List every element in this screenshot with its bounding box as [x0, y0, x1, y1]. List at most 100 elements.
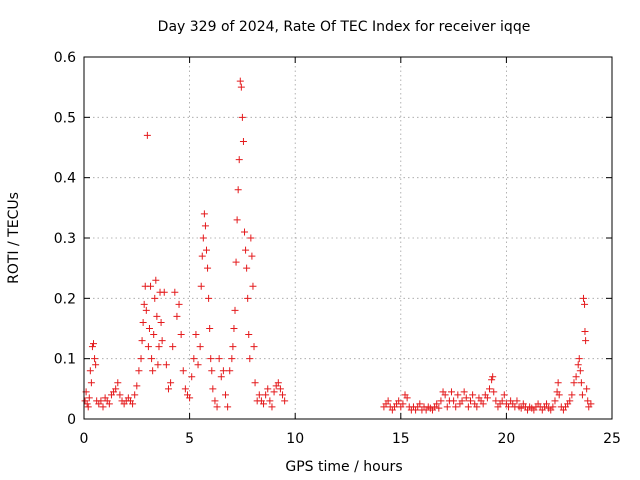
data-point — [245, 331, 253, 339]
data-point — [266, 397, 274, 405]
data-point — [228, 355, 236, 363]
data-point — [473, 403, 481, 411]
data-point — [587, 400, 595, 408]
data-point — [97, 397, 105, 405]
data-point — [276, 385, 284, 393]
data-point — [206, 325, 214, 332]
data-point — [169, 343, 177, 351]
y-axis-label: ROTI / TECUs — [6, 192, 22, 284]
data-point — [150, 331, 158, 339]
data-point — [85, 394, 93, 402]
data-point — [186, 394, 194, 402]
data-point — [194, 361, 202, 369]
data-point — [147, 282, 155, 290]
x-tick-label: 20 — [497, 431, 515, 447]
data-point — [543, 400, 551, 408]
data-point — [173, 312, 181, 320]
data-point — [181, 385, 189, 393]
data-point — [84, 403, 92, 411]
data-point — [247, 234, 255, 242]
data-point — [213, 403, 221, 411]
data-point — [581, 300, 589, 308]
data-point — [574, 361, 582, 369]
data-point — [177, 331, 185, 339]
y-tick-label: 0.4 — [54, 171, 76, 187]
data-point — [570, 379, 578, 387]
data-point — [513, 397, 521, 405]
chart-title: Day 329 of 2024, Rate Of TEC Index for r… — [158, 19, 531, 35]
data-point — [437, 397, 445, 405]
x-tick-label: 15 — [392, 431, 410, 447]
data-point — [486, 385, 494, 393]
data-point — [200, 210, 208, 218]
data-point — [131, 391, 139, 399]
data-point — [248, 252, 256, 260]
data-point — [112, 385, 120, 393]
data-point — [490, 388, 498, 396]
data-point — [157, 318, 165, 326]
data-point — [577, 379, 585, 387]
data-point — [483, 394, 491, 402]
data-point — [204, 264, 212, 272]
data-point — [578, 391, 586, 399]
data-point — [249, 282, 257, 290]
data-point — [517, 404, 525, 412]
data-point — [447, 388, 455, 396]
data-point — [583, 385, 591, 393]
data-point — [403, 394, 411, 402]
data-point — [209, 385, 217, 393]
data-point — [466, 397, 474, 405]
data-point — [262, 391, 270, 399]
data-point — [215, 355, 223, 363]
data-point — [260, 400, 268, 408]
data-point — [190, 355, 198, 363]
data-point — [268, 403, 276, 411]
data-point — [224, 403, 232, 411]
data-point — [83, 400, 91, 408]
data-point — [196, 343, 204, 351]
data-point — [458, 397, 466, 405]
data-point — [454, 391, 462, 399]
data-point — [435, 404, 443, 412]
data-point — [582, 337, 590, 345]
data-point — [232, 258, 240, 266]
data-point — [175, 300, 183, 308]
axis-ticks: 0 5 10 15 20 25 0 0.1 0.2 0.3 0.4 0.5 0.6 — [54, 50, 621, 447]
data-point — [554, 379, 562, 387]
data-point — [135, 367, 143, 375]
data-point — [498, 397, 506, 405]
data-point — [242, 246, 250, 254]
data-point — [133, 382, 141, 390]
data-point — [205, 294, 213, 302]
data-point — [505, 403, 513, 411]
data-point — [86, 367, 94, 375]
data-point — [151, 294, 159, 302]
data-point — [154, 361, 162, 369]
data-point — [555, 391, 563, 399]
data-point — [148, 355, 156, 363]
data-point — [568, 391, 576, 399]
data-point — [549, 403, 557, 411]
data-point — [234, 186, 242, 194]
data-point — [551, 397, 559, 405]
data-point — [192, 331, 200, 339]
data-point — [211, 397, 219, 405]
data-points — [81, 77, 595, 414]
data-point — [145, 325, 153, 332]
data-point — [188, 373, 196, 381]
data-point — [139, 318, 147, 326]
data-point — [142, 306, 150, 314]
data-point — [231, 306, 239, 314]
data-point — [129, 400, 137, 408]
data-point — [566, 397, 574, 405]
x-axis-label: GPS time / hours — [285, 459, 402, 475]
data-point — [479, 400, 487, 408]
data-point — [416, 400, 424, 408]
data-point — [443, 403, 451, 411]
x-tick-label: 0 — [80, 431, 89, 447]
data-point — [575, 355, 583, 363]
y-tick-label: 0 — [67, 412, 76, 428]
data-point — [270, 388, 278, 396]
data-point — [469, 391, 477, 399]
y-tick-label: 0.1 — [54, 352, 76, 368]
